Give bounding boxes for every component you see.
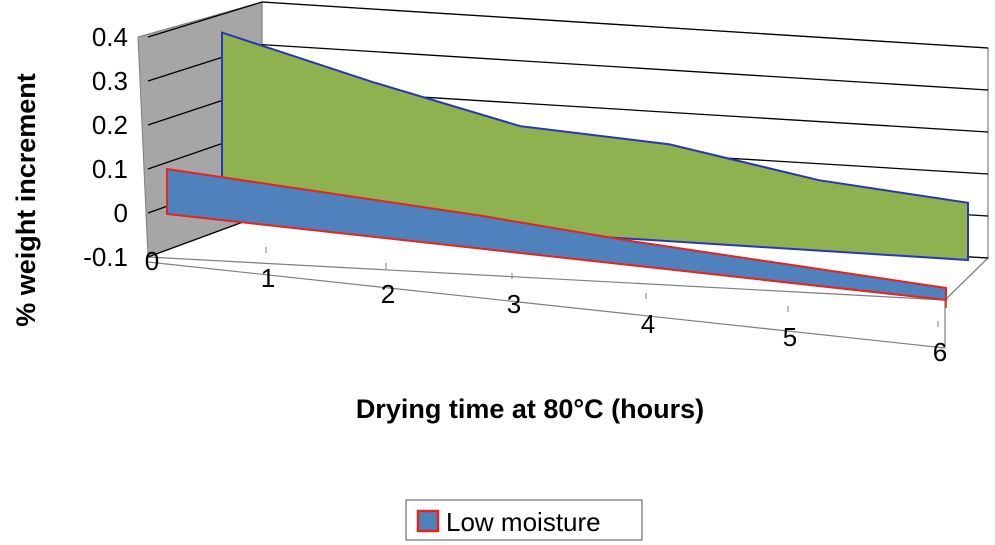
y-tick-label: 0.4 (92, 22, 128, 52)
legend: Low moisture (405, 499, 643, 541)
x-tick-label: 2 (381, 279, 395, 309)
series-layer (166, 31, 969, 308)
front-right-edge-2 (944, 257, 989, 301)
gridline (261, 43, 989, 91)
gridline (261, 1, 989, 49)
x-tick-label: 1 (261, 263, 275, 293)
legend-swatch (416, 509, 440, 533)
y-axis-label: % weight increment (11, 73, 41, 327)
x-axis-label: Drying time at 80°C (hours) (356, 394, 704, 424)
y-tick-label: 0.3 (92, 66, 128, 96)
y-tick-label: 0.1 (92, 154, 128, 184)
gridline-side (147, 1, 263, 38)
legend-label-low-moisture: Low moisture (446, 507, 601, 537)
x-tick-label: 6 (933, 337, 947, 367)
y-tick-label: 0 (114, 198, 128, 228)
y-tick-labels: -0.1 0 0.1 0.2 0.3 0.4 (83, 22, 128, 272)
legend-box (405, 499, 643, 541)
y-tick-label: 0.2 (92, 110, 128, 140)
x-tick-label: 4 (641, 309, 655, 339)
front-axis-line (147, 261, 946, 349)
x-tick-label: 0 (145, 246, 159, 276)
x-tick-label: 3 (507, 289, 521, 319)
x-tick-labels: 0 1 2 3 4 5 6 (145, 246, 947, 367)
y-tick-label: -0.1 (83, 242, 128, 272)
x-tick-label: 5 (783, 322, 797, 352)
